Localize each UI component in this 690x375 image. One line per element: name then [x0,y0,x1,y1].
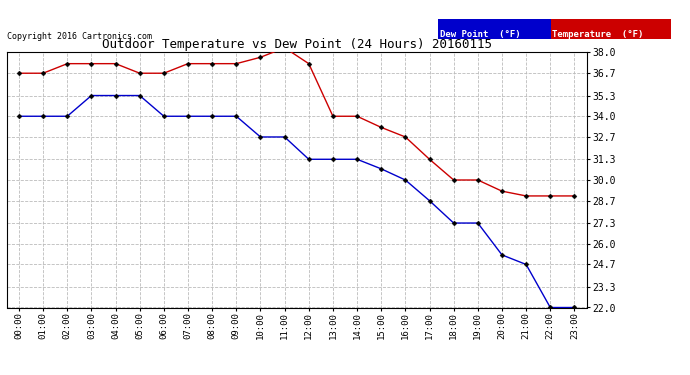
Text: Dew Point  (°F): Dew Point (°F) [440,30,520,39]
Text: Copyright 2016 Cartronics.com: Copyright 2016 Cartronics.com [7,32,152,41]
Title: Outdoor Temperature vs Dew Point (24 Hours) 20160115: Outdoor Temperature vs Dew Point (24 Hou… [101,38,492,51]
Text: Temperature  (°F): Temperature (°F) [552,30,643,39]
